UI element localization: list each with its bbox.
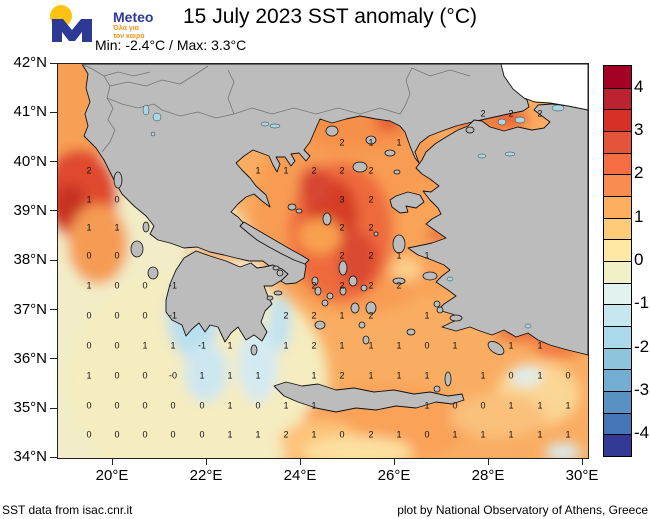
lat-tick: [50, 210, 57, 212]
lat-tick-label: 41°N: [13, 103, 47, 121]
chart-subtitle: Min: -2.4°C / Max: 3.3°C: [95, 37, 247, 53]
lat-tick: [50, 111, 57, 113]
lat-tick: [50, 456, 57, 458]
colorbar-tick-label: 1: [634, 206, 644, 226]
colorbar-cell: [604, 434, 631, 456]
colorbar-cell: [604, 174, 631, 196]
lat-tick-label: 40°N: [13, 152, 47, 170]
lat-tick-label: 35°N: [13, 399, 47, 417]
lon-tick-label: 30°E: [565, 467, 599, 484]
lat-tick-label: 39°N: [13, 201, 47, 219]
lon-tick: [300, 458, 301, 465]
euboea-island: [239, 221, 310, 265]
lon-tick: [488, 458, 489, 465]
colorbar-cell: [604, 412, 631, 435]
lon-tick: [206, 458, 207, 465]
lon-tick: [582, 458, 583, 465]
sst-anomaly-map: [0, 39, 589, 494]
chart-title: 15 July 2023 SST anomaly (°C): [183, 5, 477, 28]
colorbar-cell: [604, 152, 631, 175]
lesbos-island: [389, 191, 425, 214]
colorbar-tick-label: -3: [634, 379, 650, 399]
colorbar-cell: [604, 66, 631, 88]
anatolia-land: [407, 103, 589, 356]
lon-tick-label: 22°E: [189, 467, 223, 484]
colorbar-tick-label: -4: [634, 423, 650, 443]
lon-tick: [112, 458, 113, 465]
lat-tick: [50, 358, 57, 360]
peloponnese-land: [165, 250, 289, 343]
lat-tick: [50, 407, 57, 409]
colorbar-cell: [604, 282, 631, 305]
lat-tick: [50, 259, 57, 261]
lat-tick-label: 34°N: [13, 448, 47, 466]
colorbar-cell: [604, 369, 631, 391]
colorbar-cell: [604, 87, 631, 110]
plot-credit-caption: plot by National Observatory of Athens, …: [397, 503, 648, 517]
colorbar-cell: [604, 325, 631, 348]
colorbar-cell: [604, 109, 631, 131]
lat-tick-label: 36°N: [13, 349, 47, 367]
colorbar: [603, 65, 632, 457]
colorbar-cell: [604, 239, 631, 261]
lat-tick: [50, 62, 57, 64]
logo-tagline-line2: τον καιρό: [113, 32, 145, 40]
colorbar-tick-label: 3: [634, 119, 644, 139]
lon-tick-label: 20°E: [95, 467, 129, 484]
lakes: [142, 104, 565, 329]
map-svg: [0, 39, 589, 494]
colorbar-cell: [604, 130, 631, 153]
data-source-caption: SST data from isac.cnr.it: [2, 503, 133, 517]
country-borders: [81, 63, 471, 153]
colorbar-cell: [604, 195, 631, 218]
colorbar-cell: [604, 390, 631, 413]
meteo-logo-text: Meteo Όλα για τον καιρό: [113, 10, 153, 40]
colorbar-tick-label: -1: [634, 293, 650, 313]
lat-tick-label: 37°N: [13, 300, 47, 318]
lon-tick-label: 28°E: [471, 467, 505, 484]
colorbar-tick-label: 0: [634, 249, 644, 269]
meteo-logo: Meteo Όλα για τον καιρό: [46, 4, 153, 44]
lon-tick: [394, 458, 395, 465]
lat-tick: [50, 309, 57, 310]
logo-brand: Meteo: [113, 9, 154, 25]
logo-tagline-line1: Όλα για: [113, 25, 139, 32]
balkans-greece-land: [81, 63, 530, 285]
crete-island: [273, 381, 465, 413]
colorbar-cell: [604, 260, 631, 283]
small-islands: [113, 125, 505, 393]
colorbar-tick-label: 4: [634, 76, 644, 96]
colorbar-cell: [604, 217, 631, 240]
lon-tick-label: 24°E: [283, 467, 317, 484]
colorbar-tick-label: -2: [634, 336, 650, 356]
lat-tick: [50, 161, 57, 163]
lon-tick-label: 26°E: [377, 467, 411, 484]
colorbar-tick-label: 2: [634, 163, 644, 183]
lat-tick-label: 42°N: [13, 54, 47, 71]
colorbar-cell: [604, 347, 631, 370]
lat-tick-label: 38°N: [13, 251, 47, 269]
land-polygons: [81, 63, 589, 413]
meteo-logo-mark-icon: [50, 5, 92, 42]
colorbar-cell: [604, 304, 631, 326]
